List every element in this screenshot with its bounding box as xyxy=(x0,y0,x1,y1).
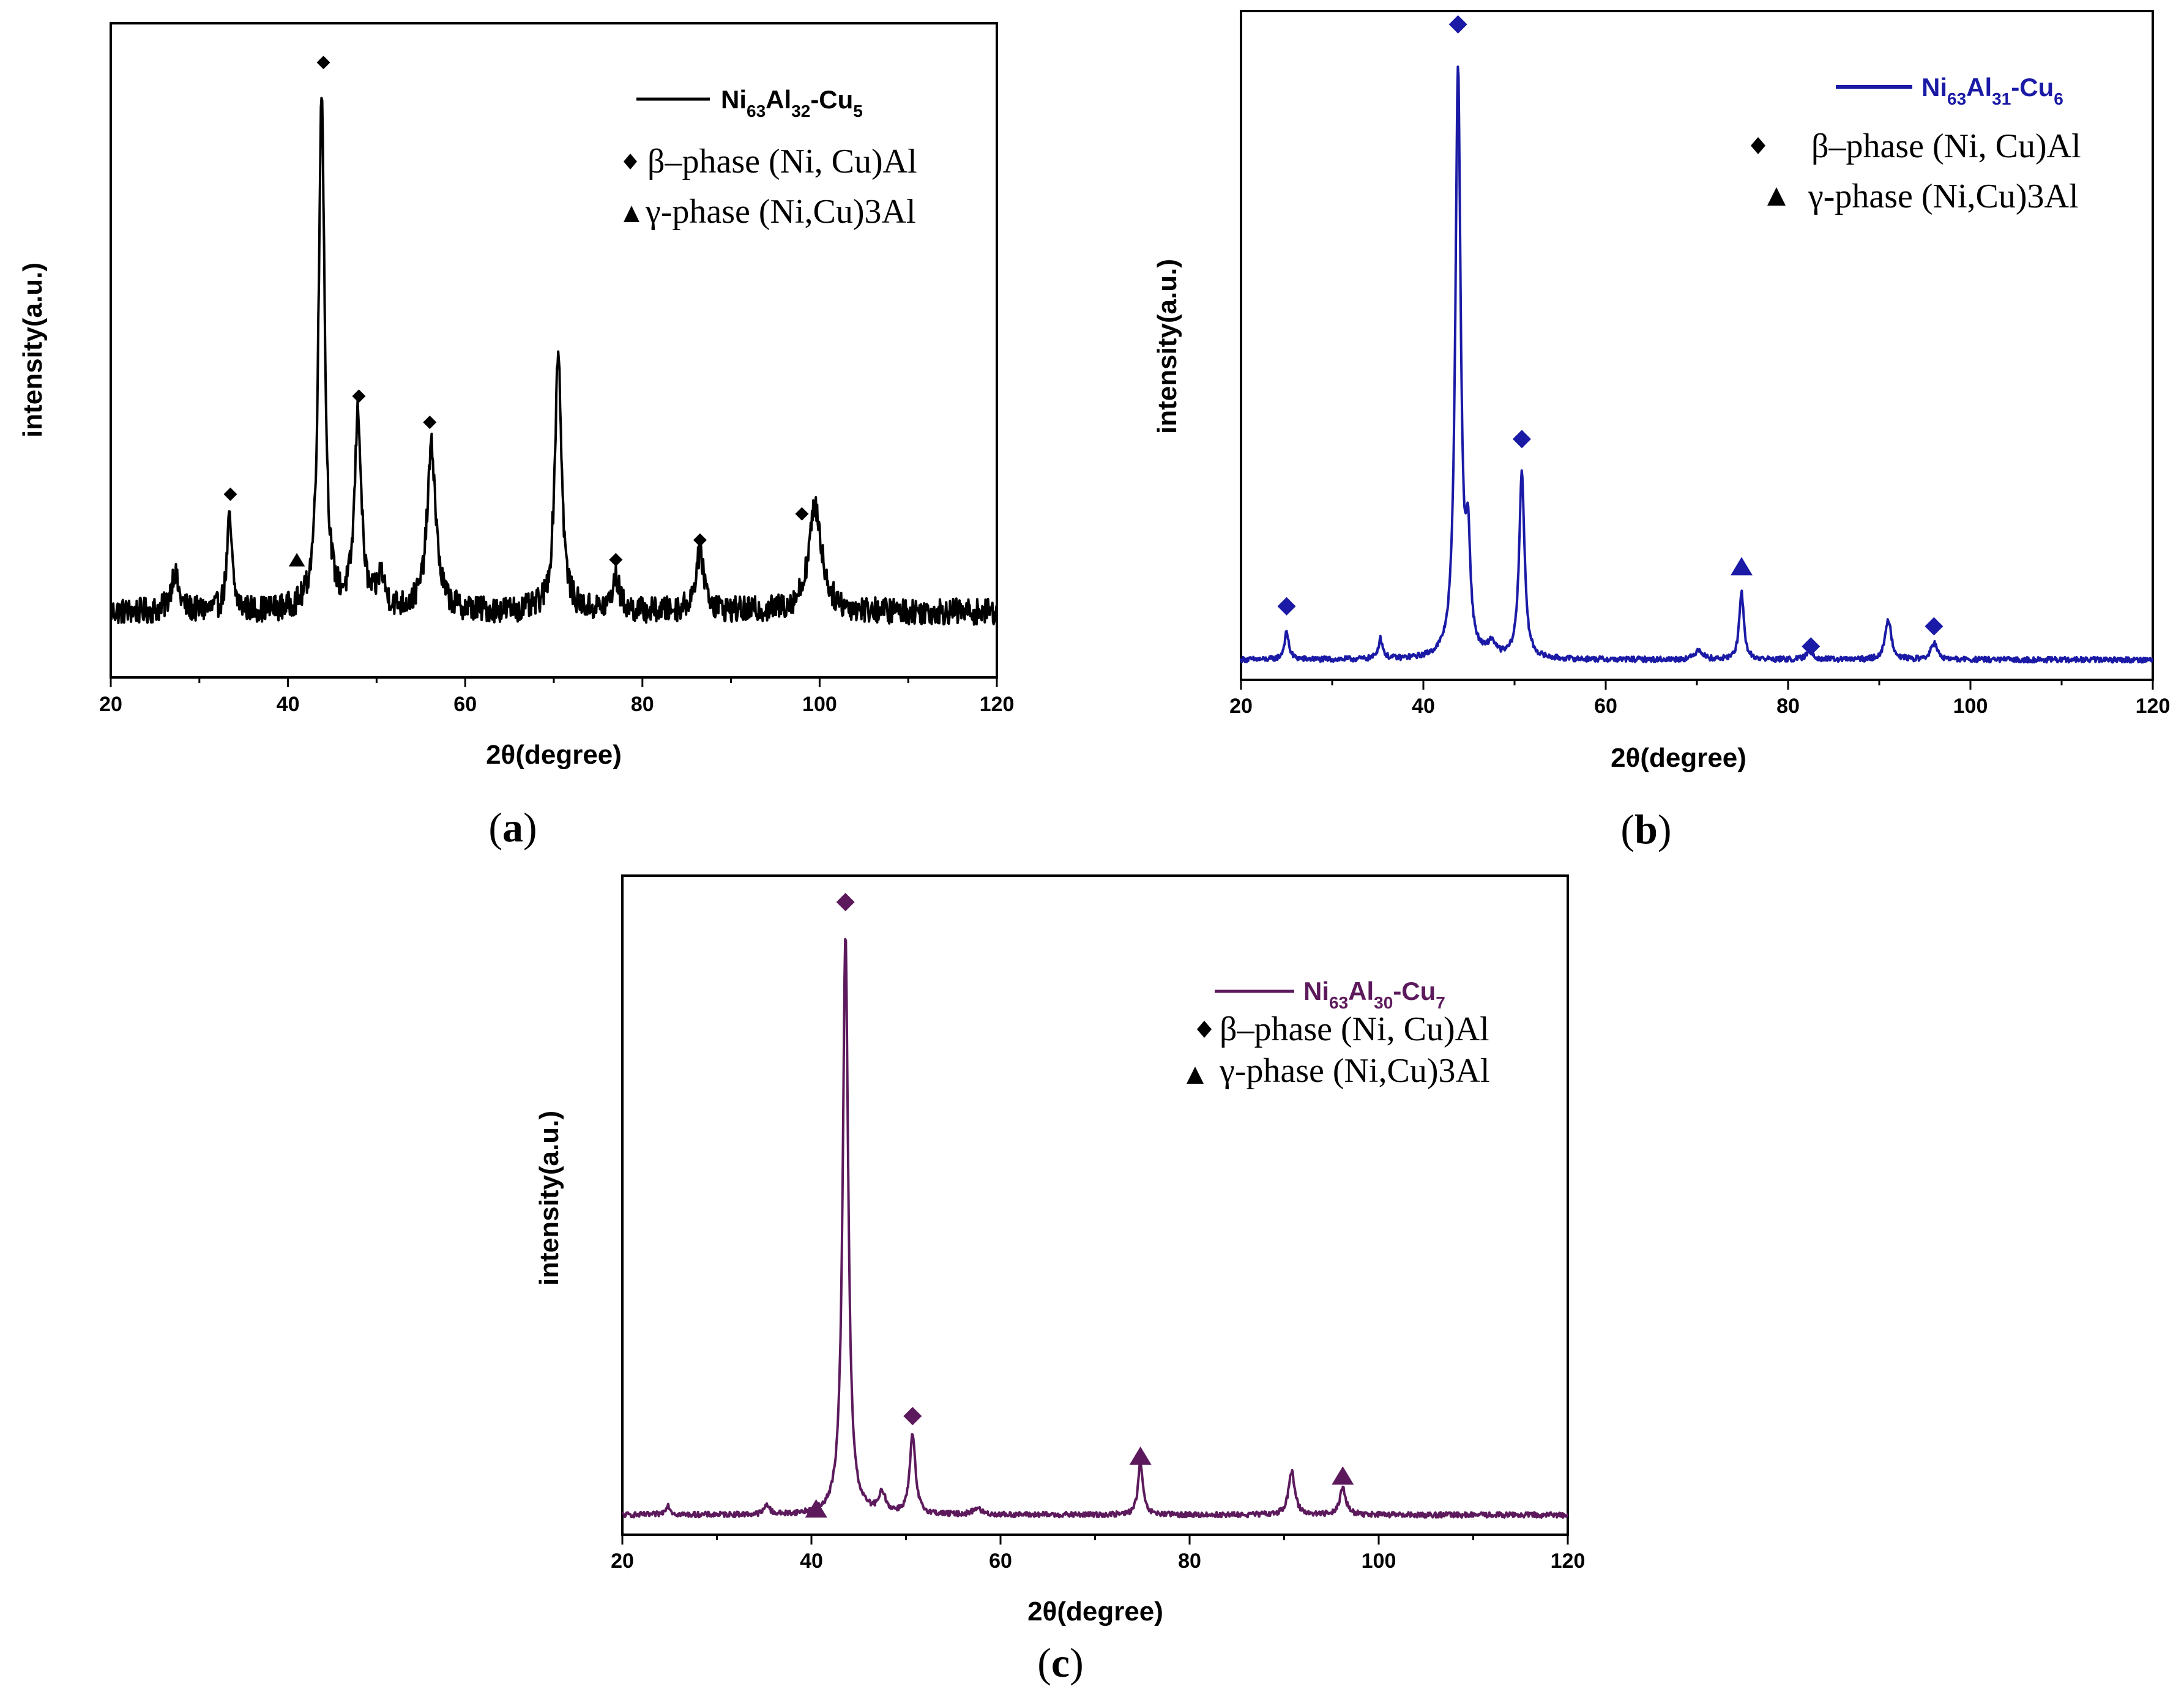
panel-c-legend-diamond-icon xyxy=(1197,1021,1212,1038)
panel-a-beta-phase-marker xyxy=(609,553,623,567)
panel-b-legend-series-label: Ni63Al31-Cu6 xyxy=(1921,73,2063,108)
panel-c-x-tick-label: 40 xyxy=(800,1549,823,1573)
panel-b-beta-phase-marker xyxy=(1802,637,1821,656)
panel-c-x-tick-label: 60 xyxy=(989,1549,1012,1573)
panel-c-x-tick-label: 100 xyxy=(1362,1549,1396,1573)
panel-b: 20 40 60 80 100 120 2θ(degree) intensity… xyxy=(1152,10,2171,852)
panel-a-plot-area xyxy=(110,22,998,679)
panel-c-gamma-phase-marker xyxy=(1129,1446,1152,1465)
panel-b-y-axis-title: intensity(a.u.) xyxy=(1152,259,1182,434)
panel-a-legend-beta-label: β–phase (Ni, Cu)Al xyxy=(647,143,917,181)
panel-b-legend-beta-label: β–phase (Ni, Cu)Al xyxy=(1811,127,2081,165)
panel-a-beta-phase-marker xyxy=(352,389,366,403)
panel-c-legend-triangle-icon xyxy=(1187,1067,1204,1084)
panel-a-x-tick-label: 100 xyxy=(802,693,837,716)
panel-b-beta-phase-marker xyxy=(1925,617,1944,636)
panel-b-legend-triangle-icon xyxy=(1767,187,1786,206)
panel-a-beta-phase-marker xyxy=(795,507,809,521)
panel-b-gamma-phase-marker xyxy=(1731,557,1753,576)
panel-c-gamma-phase-marker xyxy=(805,1499,827,1518)
panel-b-legend-gamma-label: γ-phase (Ni,Cu)3Al xyxy=(1808,177,2079,215)
panel-b-beta-phase-marker xyxy=(1277,597,1296,616)
panel-c: 20 40 60 80 100 120 2θ(degree) intensity… xyxy=(534,874,1586,1686)
panel-c-gamma-phase-marker xyxy=(1332,1466,1354,1485)
panel-a-legend-diamond-icon xyxy=(624,154,637,170)
panel-c-legend-beta-label: β–phase (Ni, Cu)Al xyxy=(1220,1010,1489,1048)
panel-b-phase-markers xyxy=(1277,15,1944,656)
panel-c-legend: Ni63Al30-Cu7 β–phase (Ni, Cu)Al γ-phase … xyxy=(1187,977,1490,1090)
panel-a-beta-phase-marker xyxy=(223,487,237,501)
panel-c-x-tick-label: 20 xyxy=(611,1549,634,1573)
panel-a: 20 40 60 80 100 120 2θ(degree) intensity… xyxy=(18,22,1015,851)
panel-b-beta-phase-marker xyxy=(1512,430,1531,449)
panel-a-legend-triangle-icon xyxy=(624,206,639,222)
panel-b-x-ticks xyxy=(1240,680,2154,690)
panel-b-x-axis-title: 2θ(degree) xyxy=(1611,743,1746,773)
panel-c-x-ticks xyxy=(621,1535,1569,1545)
panel-c-x-tick-label: 80 xyxy=(1178,1549,1201,1573)
panel-b-x-tick-label: 60 xyxy=(1594,695,1617,718)
panel-b-legend-diamond-icon xyxy=(1751,137,1765,154)
panel-c-phase-markers xyxy=(805,893,1354,1518)
panel-a-x-ticks xyxy=(110,677,998,687)
panel-c-plot-area xyxy=(621,874,1569,1536)
panel-c-legend-series-label: Ni63Al30-Cu7 xyxy=(1303,977,1445,1012)
panel-b-series-line xyxy=(1240,65,2154,664)
panel-a-beta-phase-marker xyxy=(423,416,437,430)
panel-a-x-tick-label: 120 xyxy=(980,693,1015,716)
panel-a-x-tick-label: 40 xyxy=(277,693,300,716)
panel-b-beta-phase-marker xyxy=(1448,15,1467,34)
panel-a-x-tick-label: 60 xyxy=(453,693,477,716)
panel-a-beta-phase-marker xyxy=(316,56,330,70)
panel-a-y-axis-title: intensity(a.u.) xyxy=(18,263,48,438)
panel-b-x-tick-label: 80 xyxy=(1776,695,1800,718)
panel-a-x-tick-label: 80 xyxy=(631,693,654,716)
panel-b-x-tick-label: 20 xyxy=(1229,695,1253,718)
panel-c-label: (c) xyxy=(1037,1639,1084,1686)
panel-b-label: (b) xyxy=(1620,806,1671,852)
panel-c-x-tick-label: 120 xyxy=(1551,1549,1586,1573)
panel-c-y-axis-title: intensity(a.u.) xyxy=(534,1111,564,1286)
panel-a-phase-markers xyxy=(223,56,809,567)
panel-a-label: (a) xyxy=(488,804,537,851)
panel-a-x-axis-title: 2θ(degree) xyxy=(486,740,622,770)
panel-a-series-line xyxy=(110,97,998,626)
panel-c-legend-gamma-label: γ-phase (Ni,Cu)3Al xyxy=(1219,1052,1490,1090)
panel-a-x-tick-label: 20 xyxy=(99,693,122,716)
panel-a-legend-gamma-label: γ-phase (Ni,Cu)3Al xyxy=(645,193,916,231)
panel-b-plot-area xyxy=(1240,10,2154,681)
panel-c-beta-phase-marker xyxy=(903,1407,922,1426)
panel-a-gamma-phase-marker xyxy=(288,553,305,567)
panel-c-x-axis-title: 2θ(degree) xyxy=(1027,1597,1163,1627)
panel-a-beta-phase-marker xyxy=(693,533,707,547)
panel-b-x-tick-label: 40 xyxy=(1412,695,1435,718)
panel-a-legend: Ni63Al32-Cu5 β–phase (Ni, Cu)Al γ-phase … xyxy=(624,85,917,231)
panel-b-x-tick-label: 120 xyxy=(2136,695,2171,718)
panel-a-legend-series-label: Ni63Al32-Cu5 xyxy=(721,85,863,121)
panel-c-series-line xyxy=(622,937,1569,1519)
panel-c-beta-phase-marker xyxy=(836,893,855,912)
panel-b-legend: Ni63Al31-Cu6 β–phase (Ni, Cu)Al γ-phase … xyxy=(1751,73,2081,215)
panel-b-x-tick-label: 100 xyxy=(1953,695,1988,718)
